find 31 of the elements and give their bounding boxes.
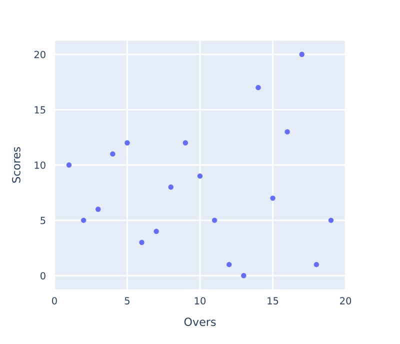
point [226, 262, 232, 268]
point [80, 218, 86, 223]
point [182, 140, 188, 146]
point [328, 218, 334, 223]
point [139, 240, 144, 246]
point [314, 262, 320, 268]
y-axis-title: Scores [12, 147, 20, 183]
x-tick-label: 10 [194, 297, 206, 304]
y-tick-label: 10 [34, 161, 46, 169]
x-axis-title: Overs [184, 318, 216, 326]
x-tick-label: 20 [340, 297, 352, 304]
point [110, 151, 116, 157]
point [154, 228, 159, 234]
point [124, 140, 130, 146]
point [299, 52, 304, 57]
y-tick-label: 20 [34, 50, 46, 58]
point [241, 273, 246, 278]
point [270, 196, 276, 201]
point [212, 218, 218, 223]
point [256, 84, 261, 90]
point [96, 206, 101, 212]
point [66, 162, 72, 168]
x-tick-label: 15 [268, 297, 278, 304]
point [197, 173, 203, 179]
point [284, 129, 290, 134]
point [168, 184, 174, 190]
y-tick-label: 0 [40, 272, 46, 280]
y-tick-label: 15 [34, 106, 46, 114]
y-tick-label: 5 [40, 216, 46, 224]
x-tick-label: 0 [52, 297, 57, 304]
x-tick-label: 5 [124, 297, 130, 304]
